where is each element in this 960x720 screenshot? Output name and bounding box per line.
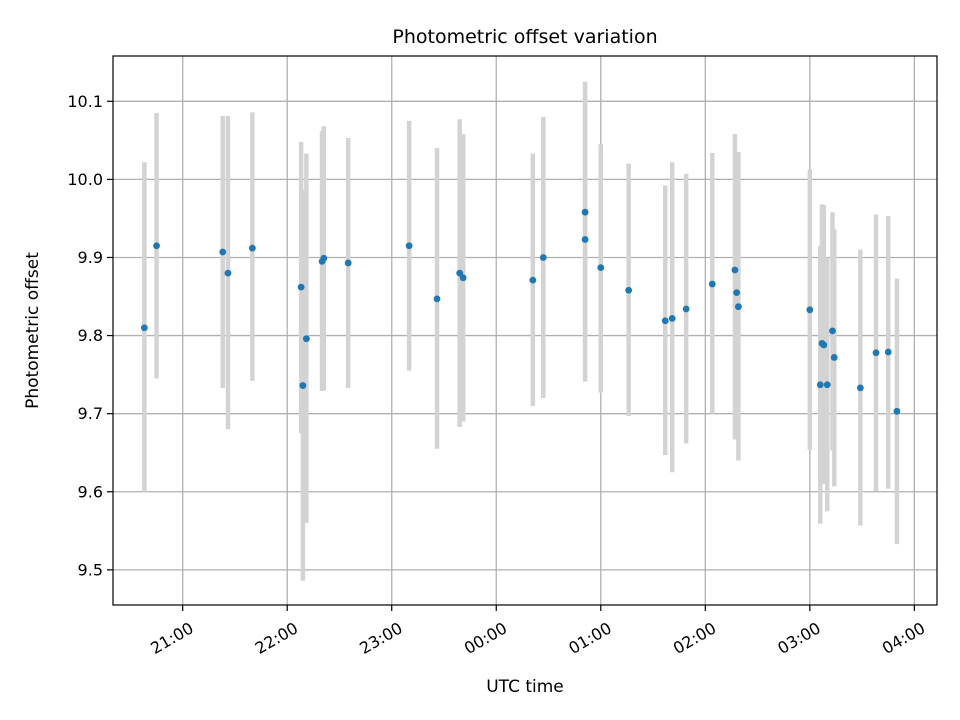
data-point	[872, 349, 880, 357]
data-point	[299, 382, 307, 389]
grid-layer	[113, 56, 937, 605]
data-point	[731, 266, 739, 274]
data-point	[806, 306, 814, 314]
data-point	[405, 242, 413, 250]
data-point	[830, 354, 838, 361]
data-point	[224, 269, 232, 277]
data-point	[302, 335, 310, 343]
data-point	[823, 381, 831, 389]
data-point	[661, 317, 669, 325]
y-tick-label: 10.0	[67, 170, 103, 189]
data-point	[297, 283, 305, 291]
plot-frame	[112, 55, 938, 606]
data-point	[816, 381, 824, 389]
data-point	[682, 305, 690, 313]
data-point	[219, 248, 227, 256]
data-point	[668, 314, 676, 322]
data-point	[459, 274, 467, 282]
y-tick-label: 10.1	[67, 92, 103, 111]
y-tick-label: 9.6	[78, 482, 103, 501]
data-point	[581, 208, 589, 216]
data-point	[735, 303, 742, 311]
y-tick-label: 9.7	[78, 404, 103, 423]
data-point	[856, 384, 864, 392]
data-point	[893, 407, 901, 415]
data-point	[456, 269, 464, 277]
y-tick-label: 9.9	[78, 248, 103, 267]
data-point	[733, 289, 741, 297]
data-point	[708, 280, 716, 288]
data-point	[820, 341, 828, 349]
data-point	[581, 236, 589, 243]
chart-title: Photometric offset variation	[392, 26, 657, 48]
data-point	[597, 264, 605, 272]
data-point	[539, 254, 547, 261]
data-point	[248, 244, 256, 252]
x-axis-label: UTC time	[486, 677, 564, 697]
data-point	[153, 242, 160, 250]
data-point	[884, 348, 892, 356]
data-point	[320, 254, 328, 262]
data-point	[529, 276, 537, 284]
point-layer	[140, 208, 901, 415]
y-tick-label: 9.8	[78, 326, 103, 345]
data-point	[140, 324, 148, 332]
y-axis-label: Photometric offset	[23, 252, 43, 409]
data-point	[625, 286, 633, 294]
data-point	[829, 327, 836, 335]
data-point	[433, 295, 441, 303]
y-tick-label: 9.5	[78, 560, 103, 579]
data-point	[344, 259, 352, 267]
